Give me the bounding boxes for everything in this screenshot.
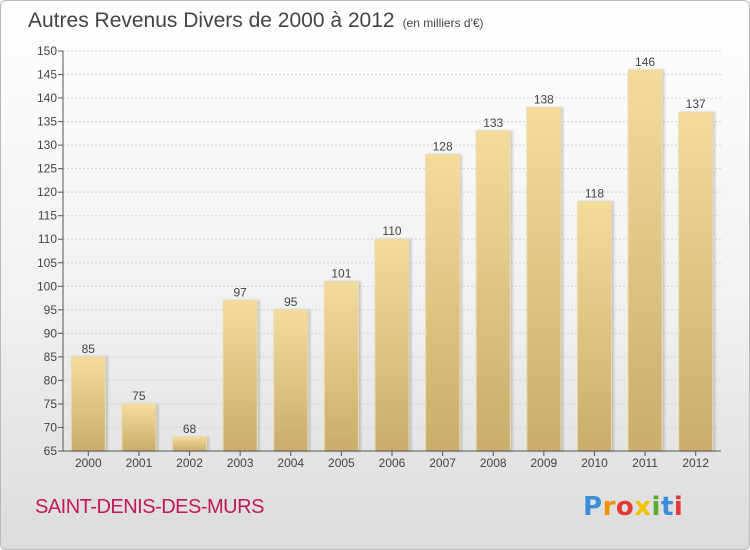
y-tick-label: 125 (37, 162, 57, 176)
data-labels: 85 75 68 97 95 101 110 128 133 138 118 146 137 (82, 55, 706, 436)
y-tick-label: 120 (37, 185, 57, 199)
chart-subtitle: (en milliers d'€) (402, 16, 484, 30)
data-label-2011: 146 (635, 55, 655, 69)
bar-2004 (273, 309, 309, 452)
x-tick-label: 2003 (227, 456, 254, 470)
bar-2009 (526, 106, 562, 452)
bars (70, 69, 714, 452)
y-tick-label: 105 (37, 256, 57, 270)
y-tick-label: 85 (44, 350, 58, 364)
bar-2003 (222, 299, 258, 452)
bar-2006 (374, 238, 410, 452)
chart-title: Autres Revenus Divers de 2000 à 2012 (en … (28, 9, 484, 33)
y-tick-label: 145 (37, 68, 57, 82)
data-label-2009: 138 (534, 92, 554, 106)
logo-letter: r (602, 492, 616, 522)
data-label-2012: 137 (686, 97, 706, 111)
data-label-2010: 118 (585, 187, 604, 201)
data-label-2006: 110 (382, 224, 401, 238)
chart-title-main: Autres Revenus Divers de 2000 à 2012 (28, 9, 395, 32)
y-tick-label: 70 (44, 420, 58, 434)
x-tick-label: 2011 (632, 456, 658, 470)
y-tick-label: 90 (44, 326, 58, 340)
y-tick-label: 100 (37, 279, 57, 293)
y-tick-label: 80 (44, 373, 58, 387)
y-tick-label: 130 (37, 138, 57, 152)
y-tick-label: 115 (38, 209, 57, 223)
y-tick-label: 110 (38, 232, 57, 246)
location-name: SAINT-DENIS-DES-MURS (35, 496, 264, 518)
bar-2002 (172, 436, 208, 452)
y-tick-label: 95 (44, 303, 58, 317)
y-tick-label: 75 (44, 397, 58, 411)
logo-letter: i (651, 492, 661, 522)
logo-letter: o (615, 492, 635, 522)
y-axis: 65 70 75 80 85 90 95 100 105 110 115 120 125 130 135 14… (37, 44, 64, 458)
data-label-2004: 95 (284, 295, 298, 309)
x-tick-label: 2005 (328, 456, 355, 470)
y-tick-label: 65 (44, 444, 58, 458)
y-tick-label: 135 (37, 115, 57, 129)
x-tick-label: 2001 (126, 456, 153, 470)
proxiti-logo: Proxiti (583, 492, 683, 522)
x-tick-label: 2002 (176, 456, 203, 470)
data-label-2005: 101 (331, 267, 351, 281)
y-tick-label: 150 (37, 44, 57, 58)
logo-letter: x (634, 492, 652, 522)
y-tick-label: 140 (37, 91, 57, 105)
logo-letter: P (583, 492, 603, 522)
data-label-2007: 128 (433, 140, 453, 154)
data-label-2001: 75 (132, 389, 146, 403)
x-tick-label: 2012 (682, 456, 709, 470)
x-tick-label: 2006 (379, 456, 406, 470)
x-tick-label: 2008 (480, 456, 507, 470)
x-tick-label: 2004 (277, 456, 304, 470)
bar-2010 (576, 201, 612, 452)
logo-letter: t (660, 492, 674, 522)
bar-2001 (121, 403, 157, 452)
bar-2005 (323, 281, 359, 452)
logo-letter: i (673, 492, 684, 522)
data-label-2000: 85 (82, 342, 96, 356)
x-axis: 2000 2001 2002 2003 2004 2005 2006 2007 2008 2009… (63, 450, 721, 470)
bar-2011 (627, 69, 663, 452)
x-tick-label: 2007 (429, 456, 456, 470)
bar-2012 (678, 111, 714, 452)
bar-2008 (475, 130, 511, 452)
x-tick-label: 2010 (581, 456, 608, 470)
data-label-2003: 97 (233, 285, 247, 299)
data-label-2008: 133 (483, 116, 503, 130)
bar-2000 (70, 356, 106, 452)
data-label-2002: 68 (183, 422, 197, 436)
bar-2007 (425, 154, 461, 452)
x-tick-label: 2009 (530, 456, 557, 470)
x-tick-label: 2000 (75, 456, 102, 470)
